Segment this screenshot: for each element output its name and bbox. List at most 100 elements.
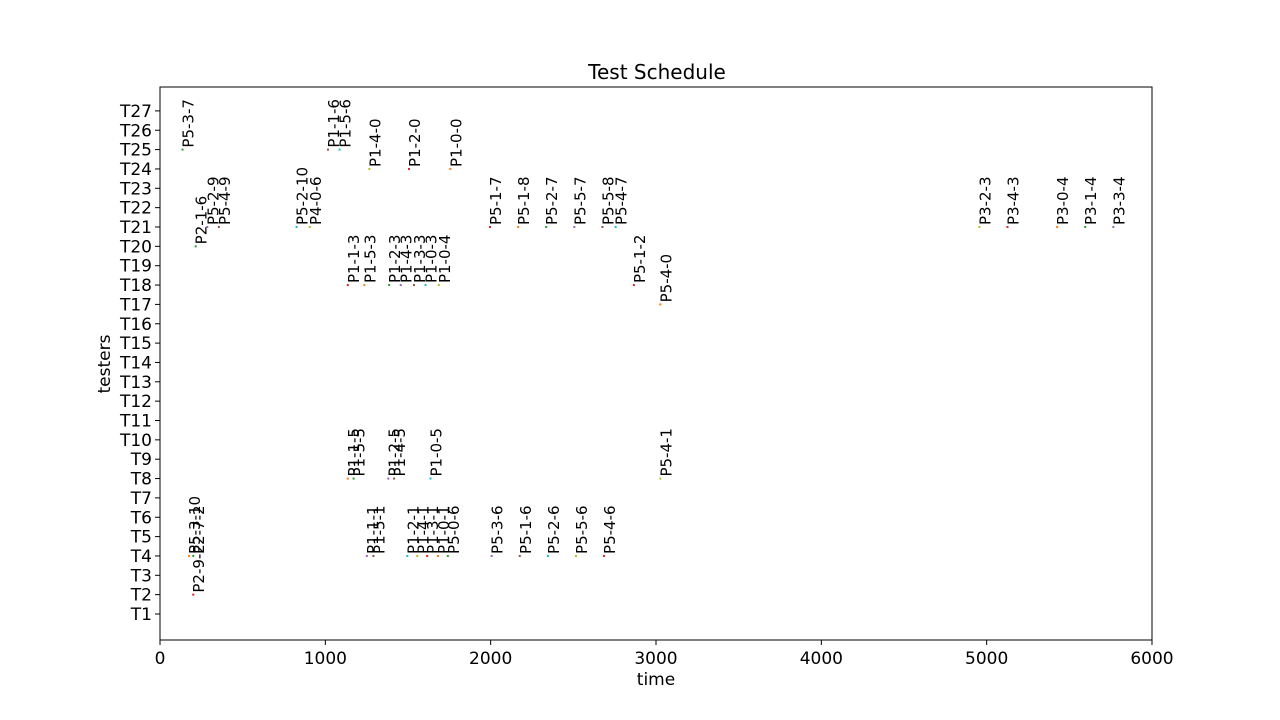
task-label: P5-1-6 (517, 505, 535, 554)
task-bar (573, 226, 576, 228)
task-bar (308, 226, 311, 228)
task-label: P2-7-2 (190, 505, 208, 554)
y-tick-label: T3 (130, 566, 152, 586)
task-label: P5-5-8 (599, 176, 617, 225)
task-label: P5-1-2 (631, 235, 649, 284)
task-bar (399, 284, 402, 287)
task-bar (424, 284, 427, 287)
task-bar (387, 477, 390, 480)
task-bar (295, 226, 298, 228)
y-tick-label: T17 (119, 295, 152, 315)
x-axis-label: time (637, 670, 675, 690)
task-label: P1-4-0 (366, 118, 384, 167)
task-label: P5-2-7 (543, 176, 561, 225)
task-bar (368, 167, 371, 170)
task-bar (1112, 226, 1115, 228)
task-bar (393, 477, 396, 480)
task-label: P5-3-6 (489, 505, 507, 554)
x-tick-label: 2000 (469, 649, 512, 669)
task-label: P5-0-6 (445, 505, 463, 554)
task-label: P3-1-4 (1082, 176, 1100, 225)
task-bar (518, 554, 521, 557)
task-bar (206, 226, 209, 228)
y-tick-label: T1 (130, 605, 152, 625)
y-tick-label: T27 (119, 102, 152, 122)
task-bar (449, 167, 452, 170)
task-bar (365, 554, 368, 557)
task-label: P2-1-6 (193, 196, 211, 245)
task-label: P1-4-5 (391, 428, 409, 477)
y-tick-label: T4 (130, 547, 152, 567)
y-tick-label: T24 (119, 160, 152, 180)
task-bar (490, 554, 493, 557)
task-bar (489, 226, 492, 228)
task-bar (574, 554, 577, 557)
task-label: P5-4-6 (601, 505, 619, 554)
task-bar (517, 226, 520, 228)
task-label: P5-4-9 (216, 176, 234, 225)
task-label: P1-2-3 (386, 235, 404, 284)
task-bar (346, 477, 349, 480)
task-label: P1-3-3 (411, 235, 429, 284)
task-bar (408, 167, 410, 170)
task-label: P1-3-1 (424, 505, 442, 554)
task-label: P1-1-3 (345, 235, 363, 284)
task-label: P3-2-3 (976, 176, 994, 225)
x-tick-label: 3000 (634, 649, 677, 669)
y-tick-label: T2 (130, 586, 152, 606)
task-label: P4-0-6 (307, 176, 325, 225)
task-label: P5-4-0 (657, 254, 675, 303)
task-label: P1-2-5 (385, 428, 403, 477)
task-bar (632, 284, 635, 287)
task-bar (978, 226, 981, 228)
y-tick-label: T7 (130, 489, 152, 509)
task-label: P5-2-9 (204, 176, 222, 225)
task-label: P5-5-6 (573, 505, 591, 554)
task-label: P2-9-2 (190, 544, 208, 593)
task-bar (601, 226, 604, 228)
task-bar (546, 554, 549, 557)
y-tick-label: T19 (119, 257, 152, 277)
task-bar (1006, 226, 1009, 228)
task-label: P5-3-7 (179, 99, 197, 148)
y-tick-label: T10 (119, 431, 152, 451)
task-label: P5-4-7 (613, 176, 631, 225)
task-bar (372, 554, 375, 557)
task-label: P3-0-4 (1054, 176, 1072, 225)
task-label: P1-2-1 (404, 505, 422, 554)
task-label: P1-1-5 (345, 428, 363, 477)
task-bar (181, 148, 184, 151)
task-label: P1-0-3 (423, 235, 441, 284)
task-bar (352, 477, 355, 480)
task-bar (446, 554, 449, 557)
task-bar (388, 284, 391, 287)
y-tick-label: T21 (119, 218, 152, 238)
task-label: P1-1-1 (364, 505, 382, 554)
task-bar (1056, 226, 1059, 228)
y-tick-label: T20 (119, 237, 152, 257)
task-bar (192, 554, 195, 557)
task-bar (363, 284, 366, 287)
task-bar (429, 477, 432, 480)
y-axis-label: testers (95, 334, 115, 393)
chart-title: Test Schedule (587, 60, 726, 84)
y-axis: T1T2T3T4T5T6T7T8T9T10T11T12T13T14T15T16T… (119, 102, 160, 625)
task-bar (1084, 226, 1087, 228)
task-bar (188, 554, 191, 557)
task-bar (659, 303, 662, 306)
task-label: P5-1-7 (487, 176, 505, 225)
y-tick-label: T12 (119, 392, 152, 412)
task-label: P3-4-3 (1005, 176, 1023, 225)
y-tick-label: T8 (130, 470, 152, 490)
y-tick-label: T22 (119, 199, 152, 219)
task-bar (416, 554, 419, 557)
task-bar (436, 554, 439, 557)
y-tick-label: T13 (119, 373, 152, 393)
task-label: P5-5-7 (571, 176, 589, 225)
task-label: P1-1-6 (325, 99, 343, 148)
task-label: P1-5-5 (351, 428, 369, 477)
task-bar (346, 284, 349, 287)
task-bar (412, 284, 415, 287)
task-label: P1-4-3 (398, 235, 416, 284)
